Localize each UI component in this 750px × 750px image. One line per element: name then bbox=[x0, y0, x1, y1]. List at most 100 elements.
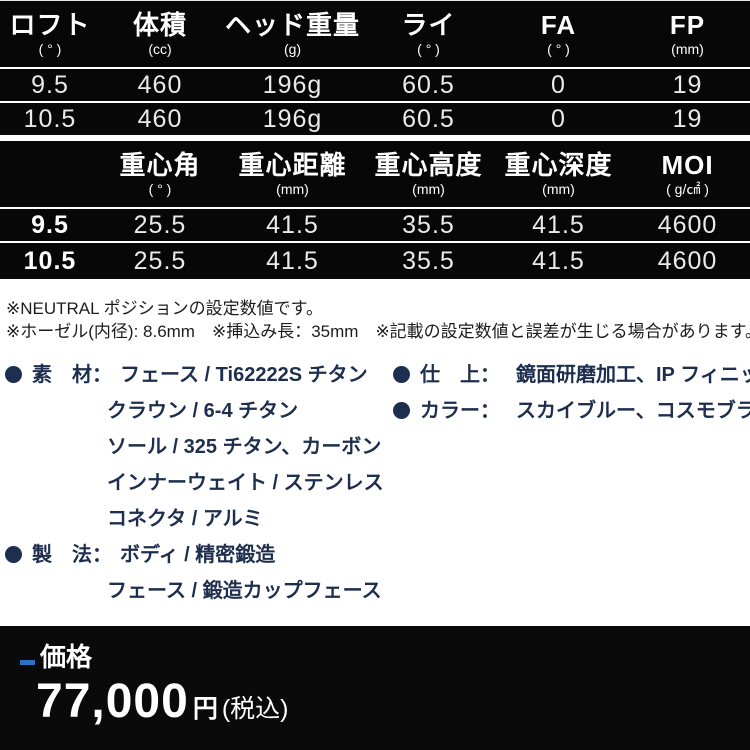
header-unit: ( ° ) bbox=[148, 181, 172, 197]
table1-header-fa: FA ( ° ) bbox=[492, 11, 625, 57]
cell-moi: 4600 bbox=[657, 246, 718, 275]
price-line: 77,000 円 (税込) bbox=[36, 674, 288, 729]
bullet-icon bbox=[393, 402, 410, 419]
cell-head-weight: 196g bbox=[262, 104, 323, 133]
cell-fp: 19 bbox=[672, 70, 703, 99]
spec-line: フェース / 鍛造カップフェース bbox=[0, 578, 388, 604]
spec-line-color: カラー： スカイブルー、コスモブラック bbox=[388, 398, 750, 424]
header-label: FA bbox=[540, 10, 577, 40]
price-tax-note: (税込) bbox=[221, 695, 289, 723]
table2-header-cg-depth: 重心深度 (mm) bbox=[492, 151, 625, 197]
header-unit: ( ° ) bbox=[417, 41, 440, 57]
footnotes: ※NEUTRAL ポジションの設定数値です。 ※ホーゼル(内径): 8.6mm … bbox=[0, 289, 750, 343]
header-unit: (cc) bbox=[148, 41, 172, 57]
table2-header-cg-distance: 重心距離 (mm) bbox=[220, 151, 365, 197]
cell-cg-height: 35.5 bbox=[402, 246, 455, 275]
spec-details-left: 素 材： フェース / Ti62222S チタン クラウン / 6-4 チタン … bbox=[0, 362, 388, 614]
header-label: 重心距離 bbox=[238, 150, 347, 180]
header-unit: (mm) bbox=[671, 41, 704, 57]
cell-fa: 0 bbox=[551, 70, 566, 99]
price-currency: 円 bbox=[192, 695, 218, 723]
spec-label-finish: 仕 上： bbox=[420, 364, 500, 386]
price-amount: 77,000 bbox=[36, 675, 189, 728]
table1-header-head-weight: ヘッド重量 (g) bbox=[220, 11, 365, 57]
spec-group-material: 素 材： フェース / Ti62222S チタン クラウン / 6-4 チタン … bbox=[0, 362, 388, 532]
spec-line: ソール / 325 チタン、カーボン bbox=[0, 434, 388, 460]
spec-line: 素 材： フェース / Ti62222S チタン bbox=[0, 362, 388, 388]
blue-dash-icon bbox=[20, 660, 35, 665]
header-unit: (g) bbox=[283, 41, 302, 57]
bullet-icon bbox=[5, 546, 22, 563]
cell-cg-depth: 41.5 bbox=[532, 210, 585, 239]
header-label: ヘッド重量 bbox=[224, 10, 360, 40]
cell-volume: 460 bbox=[137, 70, 183, 99]
cell-volume: 460 bbox=[137, 104, 183, 133]
header-label: 重心角 bbox=[119, 150, 201, 180]
table2-row-10_5: 10.5 25.5 41.5 35.5 41.5 4600 bbox=[0, 243, 750, 279]
spec-line-finish: 仕 上： 鏡面研磨加工、IP フィニッシュ bbox=[388, 362, 750, 388]
spec-line: コネクタ / アルミ bbox=[0, 506, 388, 532]
header-label: 体積 bbox=[132, 10, 187, 40]
header-label: 重心高度 bbox=[374, 150, 483, 180]
spec-item: コネクタ / アルミ bbox=[107, 508, 263, 530]
table1-header-fp: FP (mm) bbox=[625, 11, 750, 57]
spec-label-construction: 製 法： bbox=[32, 544, 112, 566]
note-hosel-spec: ※ホーゼル(内径): 8.6mm ※挿込み長：35mm ※記載の設定数値と誤差が… bbox=[6, 322, 750, 341]
spec-item: フェース / 鍛造カップフェース bbox=[107, 580, 382, 602]
cell-loft: 9.5 bbox=[31, 70, 69, 99]
bullet-icon bbox=[393, 366, 410, 383]
bullet-icon bbox=[5, 366, 22, 383]
cell-fp: 19 bbox=[672, 104, 703, 133]
table2-header-cg-height: 重心高度 (mm) bbox=[365, 151, 492, 197]
header-label: FP bbox=[669, 10, 706, 40]
cell-moi: 4600 bbox=[657, 210, 718, 239]
note-neutral-position: ※NEUTRAL ポジションの設定数値です。 bbox=[6, 299, 323, 318]
header-unit: (mm) bbox=[276, 181, 309, 197]
header-unit: ( ° ) bbox=[38, 41, 62, 57]
spec-item: ボディ / 精密鍛造 bbox=[120, 544, 276, 566]
spec-item: インナーウェイト / ステンレス bbox=[107, 472, 384, 494]
cell-lie: 60.5 bbox=[402, 70, 455, 99]
header-label: ライ bbox=[401, 10, 456, 40]
cell-head-weight: 196g bbox=[262, 70, 323, 99]
table-divider bbox=[0, 137, 750, 141]
spec-tables: ロフト ( ° ) 体積 (cc) ヘッド重量 (g) ライ ( ° ) FA … bbox=[0, 0, 750, 279]
price-label: 価格 bbox=[40, 642, 93, 672]
cell-loft: 9.5 bbox=[31, 210, 69, 239]
spec-item: フェース / Ti62222S チタン bbox=[120, 364, 368, 386]
table1-row-10_5: 10.5 460 196g 60.5 0 19 bbox=[0, 103, 750, 137]
table2-header-cg-angle: 重心角 ( ° ) bbox=[100, 151, 220, 197]
spec-label-material: 素 材： bbox=[32, 364, 112, 386]
header-unit: ( ° ) bbox=[547, 41, 570, 57]
price-bar: 価格 77,000 円 (税込) bbox=[0, 626, 750, 750]
table1-header-lie: ライ ( ° ) bbox=[365, 11, 492, 57]
spec-label-color: カラー： bbox=[420, 400, 500, 422]
spec-item: クラウン / 6-4 チタン bbox=[107, 400, 299, 422]
header-unit: ( g/㎠ ) bbox=[666, 181, 709, 197]
spec-value-color: スカイブルー、コスモブラック bbox=[516, 400, 750, 422]
spec-line: インナーウェイト / ステンレス bbox=[0, 470, 388, 496]
table2-header-moi: MOI ( g/㎠ ) bbox=[625, 151, 750, 197]
table2-row-9_5: 9.5 25.5 41.5 35.5 41.5 4600 bbox=[0, 209, 750, 243]
header-label: 重心深度 bbox=[504, 150, 613, 180]
header-label: ロフト bbox=[9, 10, 91, 40]
spec-line: クラウン / 6-4 チタン bbox=[0, 398, 388, 424]
cell-cg-height: 35.5 bbox=[402, 210, 455, 239]
cell-cg-depth: 41.5 bbox=[532, 246, 585, 275]
table1-header-row: ロフト ( ° ) 体積 (cc) ヘッド重量 (g) ライ ( ° ) FA … bbox=[0, 1, 750, 69]
cell-cg-distance: 41.5 bbox=[266, 210, 319, 239]
header-unit: (mm) bbox=[542, 181, 575, 197]
cell-fa: 0 bbox=[551, 104, 566, 133]
header-unit: (mm) bbox=[412, 181, 445, 197]
cell-loft: 10.5 bbox=[23, 104, 77, 133]
table2-header-row: 重心角 ( ° ) 重心距離 (mm) 重心高度 (mm) 重心深度 (mm) … bbox=[0, 141, 750, 209]
table1-row-9_5: 9.5 460 196g 60.5 0 19 bbox=[0, 69, 750, 103]
cell-cg-angle: 25.5 bbox=[133, 210, 187, 239]
header-label: MOI bbox=[661, 150, 714, 180]
spec-group-construction: 製 法： ボディ / 精密鍛造 フェース / 鍛造カップフェース bbox=[0, 542, 388, 604]
cell-lie: 60.5 bbox=[402, 104, 455, 133]
table2-header-blank bbox=[0, 173, 100, 175]
table1-header-volume: 体積 (cc) bbox=[100, 11, 220, 57]
spec-value-finish: 鏡面研磨加工、IP フィニッシュ bbox=[516, 364, 750, 386]
